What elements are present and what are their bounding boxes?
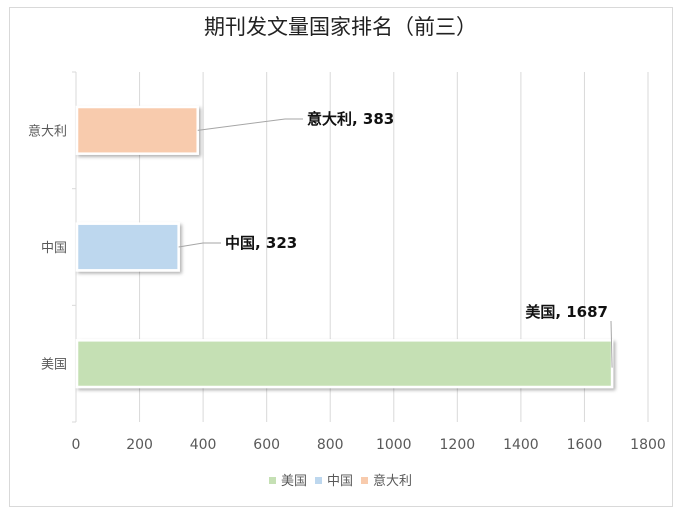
legend: 美国 中国 意大利 <box>0 470 681 489</box>
legend-swatch <box>314 477 322 484</box>
legend-swatch <box>361 477 368 484</box>
leader-line <box>197 118 303 131</box>
y-category-label: 美国 <box>41 358 67 373</box>
x-tick-label: 400 <box>190 437 217 453</box>
data-label: 美国, 1687 <box>525 303 608 321</box>
x-tick-label: 1000 <box>376 437 412 453</box>
bar <box>75 222 180 272</box>
leader-line <box>610 320 613 368</box>
legend-label: 意大利 <box>373 474 413 489</box>
chart-title: 期刊发文量国家排名（前三） <box>204 15 477 39</box>
x-tick-label: 1600 <box>567 437 603 453</box>
x-tick-label: 800 <box>317 437 344 453</box>
legend-swatch <box>268 477 276 484</box>
legend-item: 意大利 <box>361 470 412 489</box>
y-category-label: 意大利 <box>28 123 67 139</box>
data-label: 意大利, 383 <box>307 110 394 128</box>
y-category-label: 中国 <box>41 241 67 256</box>
x-tick-label: 1400 <box>503 437 539 453</box>
x-tick-label: 1200 <box>440 437 476 453</box>
x-tick-label: 0 <box>72 437 81 453</box>
bar <box>75 105 199 155</box>
x-tick-label: 600 <box>253 437 280 453</box>
bar <box>75 339 614 389</box>
legend-label: 美国 <box>280 474 307 489</box>
legend-item: 美国 <box>268 470 307 489</box>
legend-label: 中国 <box>326 474 353 489</box>
x-tick-label: 200 <box>126 437 153 453</box>
data-label: 中国, 323 <box>225 234 297 252</box>
x-tick-label: 1800 <box>630 437 666 453</box>
leader-line <box>178 242 221 248</box>
legend-item: 中国 <box>314 470 353 489</box>
